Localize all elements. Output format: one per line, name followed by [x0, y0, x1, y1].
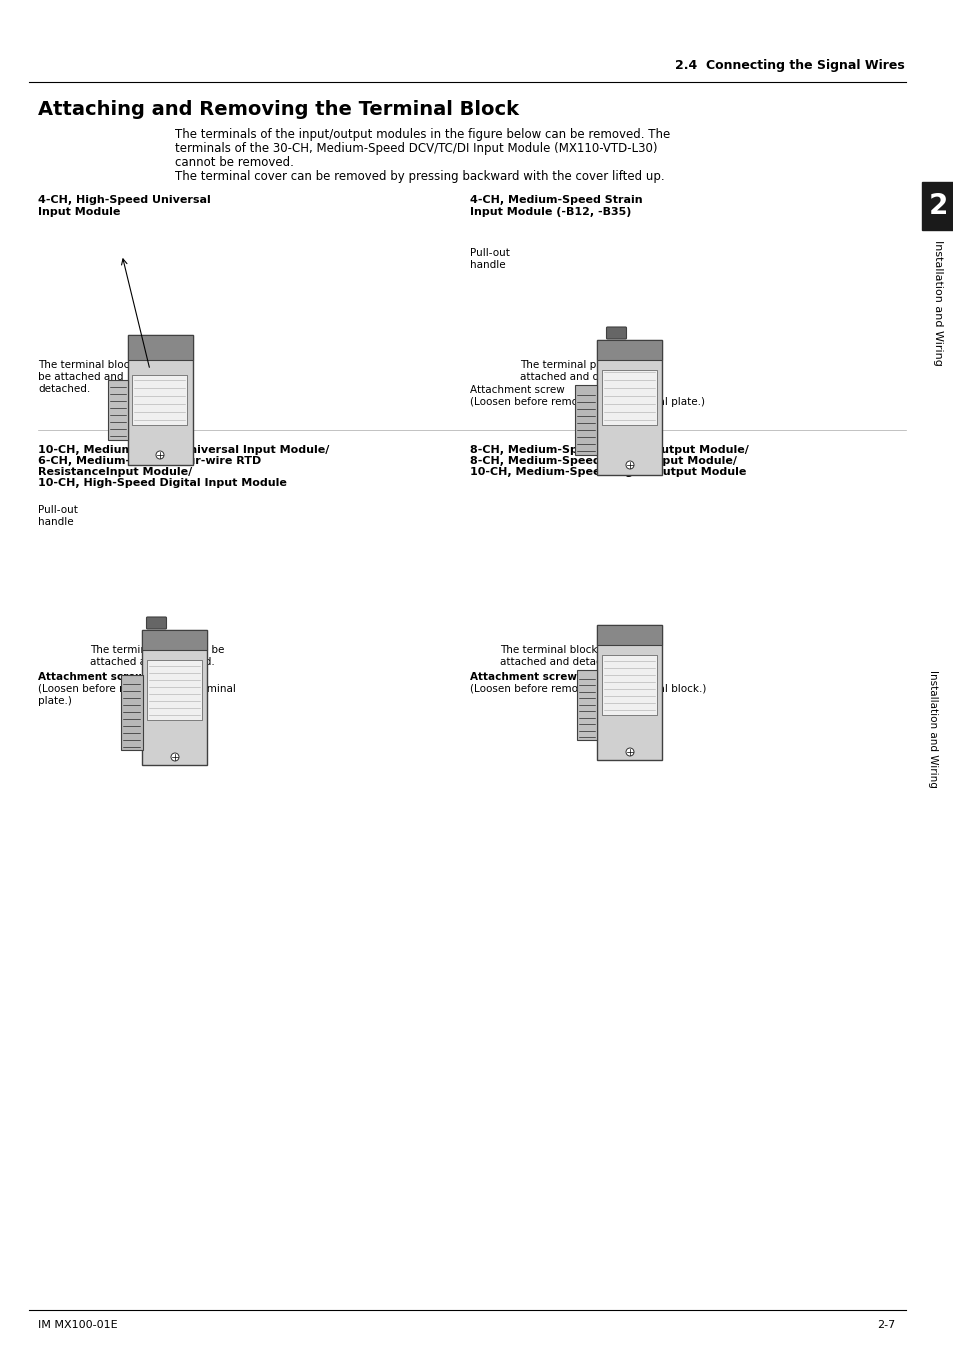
Text: Installation and Wiring: Installation and Wiring [927, 670, 937, 788]
Text: IM MX100-01E: IM MX100-01E [38, 1320, 117, 1330]
Text: Attaching and Removing the Terminal Block: Attaching and Removing the Terminal Bloc… [38, 100, 518, 119]
Text: 2.4  Connecting the Signal Wires: 2.4 Connecting the Signal Wires [675, 59, 904, 72]
Bar [128, 335, 193, 464]
Bar [602, 655, 657, 716]
Text: Pull-out: Pull-out [38, 505, 78, 514]
Text: 4-CH, High-Speed Universal: 4-CH, High-Speed Universal [38, 194, 211, 205]
Text: handle: handle [470, 261, 505, 270]
Bar [142, 630, 208, 765]
FancyBboxPatch shape [147, 617, 167, 629]
Circle shape [625, 748, 634, 756]
Text: 2: 2 [927, 192, 946, 220]
Text: (Loosen before removing the terminal: (Loosen before removing the terminal [38, 684, 235, 694]
Bar [921, 0, 953, 1350]
Text: Attachment screw: Attachment screw [470, 672, 577, 682]
Text: 2-7: 2-7 [876, 1320, 894, 1330]
Text: Installation and Wiring: Installation and Wiring [932, 240, 942, 366]
Circle shape [625, 460, 634, 468]
Text: 10-CH, Medium-Speed DigitalOutput Module: 10-CH, Medium-Speed DigitalOutput Module [470, 467, 745, 477]
Bar [597, 340, 661, 475]
Text: attached and detached.: attached and detached. [90, 657, 214, 667]
Text: detached.: detached. [38, 383, 91, 394]
Text: attached and detached.: attached and detached. [519, 373, 644, 382]
Text: (Loosen before removing the terminal plate.): (Loosen before removing the terminal pla… [470, 397, 704, 406]
Text: 4-CH, Medium-Speed Strain: 4-CH, Medium-Speed Strain [470, 194, 642, 205]
Text: 8-CH, Medium-Speed Analog Output Module/: 8-CH, Medium-Speed Analog Output Module/ [470, 446, 748, 455]
Bar [921, 182, 953, 230]
Text: The terminal block can: The terminal block can [38, 360, 157, 370]
Bar [602, 370, 657, 425]
Text: cannot be removed.: cannot be removed. [174, 157, 294, 169]
Text: be attached and: be attached and [38, 373, 123, 382]
Text: 10-CH, Medium-Speed Universal Input Module/: 10-CH, Medium-Speed Universal Input Modu… [38, 446, 329, 455]
Bar [597, 625, 661, 645]
Bar [128, 335, 193, 360]
Bar [108, 379, 128, 440]
Text: ResistanceInput Module/: ResistanceInput Module/ [38, 467, 193, 477]
Bar [120, 675, 142, 751]
Circle shape [156, 451, 164, 459]
Text: handle: handle [38, 517, 73, 526]
Text: 6-CH, Medium-Speed Four-wire RTD: 6-CH, Medium-Speed Four-wire RTD [38, 456, 261, 466]
Text: 10-CH, High-Speed Digital Input Module: 10-CH, High-Speed Digital Input Module [38, 478, 287, 487]
Text: The terminal plate can be: The terminal plate can be [90, 645, 224, 655]
Text: The terminal plate can be: The terminal plate can be [519, 360, 654, 370]
Text: 8-CH, Medium-Speed PWM Output Module/: 8-CH, Medium-Speed PWM Output Module/ [470, 456, 737, 466]
FancyBboxPatch shape [606, 327, 626, 339]
Text: Attachment screw: Attachment screw [38, 672, 145, 682]
Text: plate.): plate.) [38, 697, 71, 706]
Text: Attachment screw: Attachment screw [470, 385, 564, 396]
Text: The terminals of the input/output modules in the figure below can be removed. Th: The terminals of the input/output module… [174, 128, 670, 140]
Bar [597, 340, 661, 360]
Bar [148, 660, 202, 720]
Text: The terminal block can be: The terminal block can be [499, 645, 635, 655]
Circle shape [171, 753, 179, 761]
Text: Pull-out: Pull-out [470, 248, 509, 258]
Bar [577, 670, 597, 740]
Text: Input Module (-B12, -B35): Input Module (-B12, -B35) [470, 207, 631, 217]
Text: (Loosen before removing the terminal block.): (Loosen before removing the terminal blo… [470, 684, 705, 694]
Text: Input Module: Input Module [38, 207, 120, 217]
Text: terminals of the 30-CH, Medium-Speed DCV/TC/DI Input Module (MX110-VTD-L30): terminals of the 30-CH, Medium-Speed DCV… [174, 142, 657, 155]
Bar [132, 375, 188, 425]
Bar [597, 625, 661, 760]
Bar [575, 385, 597, 455]
Bar [142, 630, 208, 649]
Text: The terminal cover can be removed by pressing backward with the cover lifted up.: The terminal cover can be removed by pre… [174, 170, 664, 184]
Text: attached and detached.: attached and detached. [499, 657, 624, 667]
